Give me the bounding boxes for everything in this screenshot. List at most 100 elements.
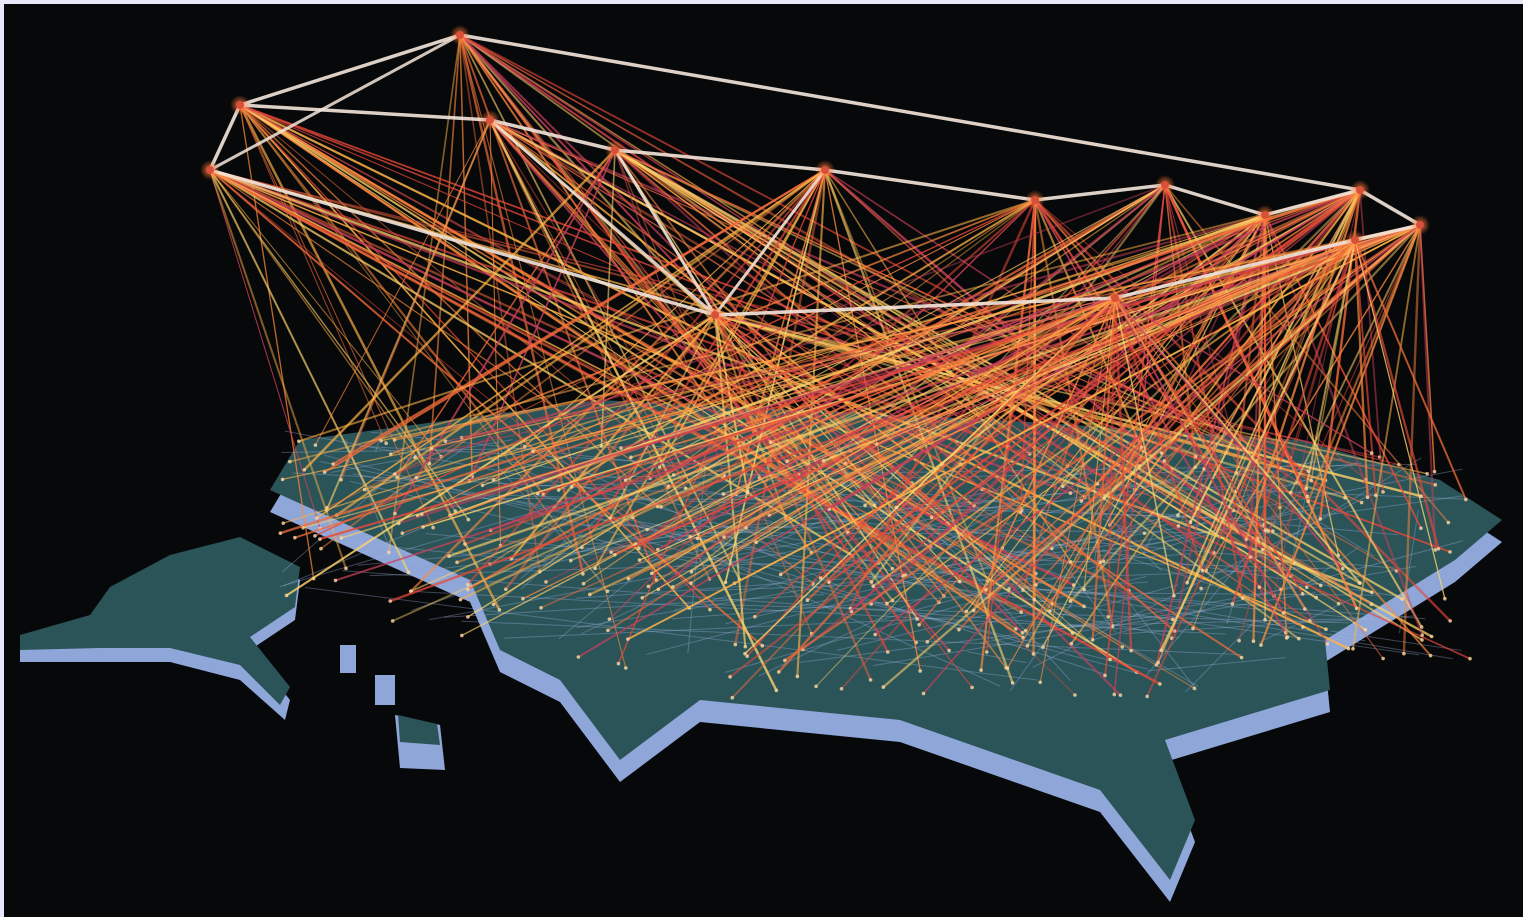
ground-node [636,546,641,551]
ground-node [1351,646,1355,651]
hub-link [239,104,434,528]
hub-node [711,311,719,319]
ground-node [1464,497,1468,502]
ground-node [777,670,781,674]
ground-node [1068,560,1073,564]
ground-node [386,550,391,555]
backbone-link [614,148,826,172]
ground-node [315,516,319,520]
ground-node [918,669,923,673]
ground-node [1288,490,1293,495]
backbone-link [208,104,242,171]
island [398,715,440,745]
ground-node [659,505,663,509]
hub-link [289,189,1361,463]
ground-node [1162,459,1167,463]
ground-node [616,661,621,666]
ground-node [671,473,676,477]
hub-link [467,184,1166,618]
hub-link [872,239,1356,588]
ground-node [1102,496,1107,500]
ground-node [640,595,645,600]
ground-node [1363,627,1368,632]
hub-link [777,297,1116,673]
ground-node [947,648,951,653]
ground-node [984,650,989,654]
ground-link [485,477,1105,675]
ground-node [390,619,395,623]
ground-node [1171,617,1175,622]
ground-node [1369,602,1374,607]
ground-node [521,596,525,601]
ground-node [925,640,930,644]
ground-node [970,685,974,690]
ground-node [885,650,890,654]
hub-link [414,297,1116,458]
hub-link [731,297,1116,699]
hub-link [1267,239,1356,532]
ground-node [1098,560,1102,565]
ground-node [491,602,496,607]
ground-node [301,525,305,530]
hub-node [236,101,244,109]
hub-link [958,239,1356,631]
ground-link [1306,546,1360,584]
ground-node [431,525,435,530]
ground-node [1400,597,1405,601]
ground-node [964,609,969,614]
ground-node [1239,655,1244,660]
ground-node [1176,524,1181,528]
ground-node [626,637,630,641]
ground-node [818,576,823,580]
ground-node [1428,653,1433,658]
hub-node [456,31,464,39]
hub-link [302,239,1356,529]
ground-node [447,554,451,558]
ground-node [333,578,338,583]
backbone-link [1114,238,1356,300]
ground-node [984,587,988,592]
ground-node [637,558,642,562]
ground-node [1300,592,1305,596]
ground-node [1032,597,1037,602]
ground-node [1259,643,1263,647]
hub-link [239,104,690,609]
hub-link [209,168,1075,587]
hub-link [1008,239,1356,590]
ground-node [1346,646,1351,651]
ground-node [443,439,448,444]
ground-node [683,486,688,491]
ground-link [967,651,1027,664]
ground-node [1266,529,1270,534]
hub-link [1024,239,1356,632]
hub-link [1099,239,1356,563]
hub-node [1111,294,1119,302]
ground-node [869,580,874,584]
ground-node [722,535,726,539]
ground-node [1381,490,1385,494]
ground-node [466,587,470,592]
ground-link [283,527,422,587]
ground-link [559,524,1330,535]
hub-link [769,224,1421,516]
ground-link [304,587,1039,681]
ground-node [783,658,787,663]
backbone-link [1034,183,1166,202]
ground-node [1324,627,1328,632]
hub-link [209,169,763,647]
ground-node [569,485,574,489]
hub-link [972,297,1116,611]
ground-node [921,691,926,696]
hub-link [713,314,889,653]
ground-link [1101,549,1223,589]
hub-link [209,169,410,573]
hub-node [1356,186,1364,194]
ground-node [1018,510,1023,514]
ground-node [619,446,623,450]
ground-node [1082,587,1086,592]
hub-node [1416,221,1424,229]
ground-node [753,614,757,619]
ground-node [1468,656,1472,661]
hub-link [239,104,799,475]
hub-link [1205,224,1421,571]
